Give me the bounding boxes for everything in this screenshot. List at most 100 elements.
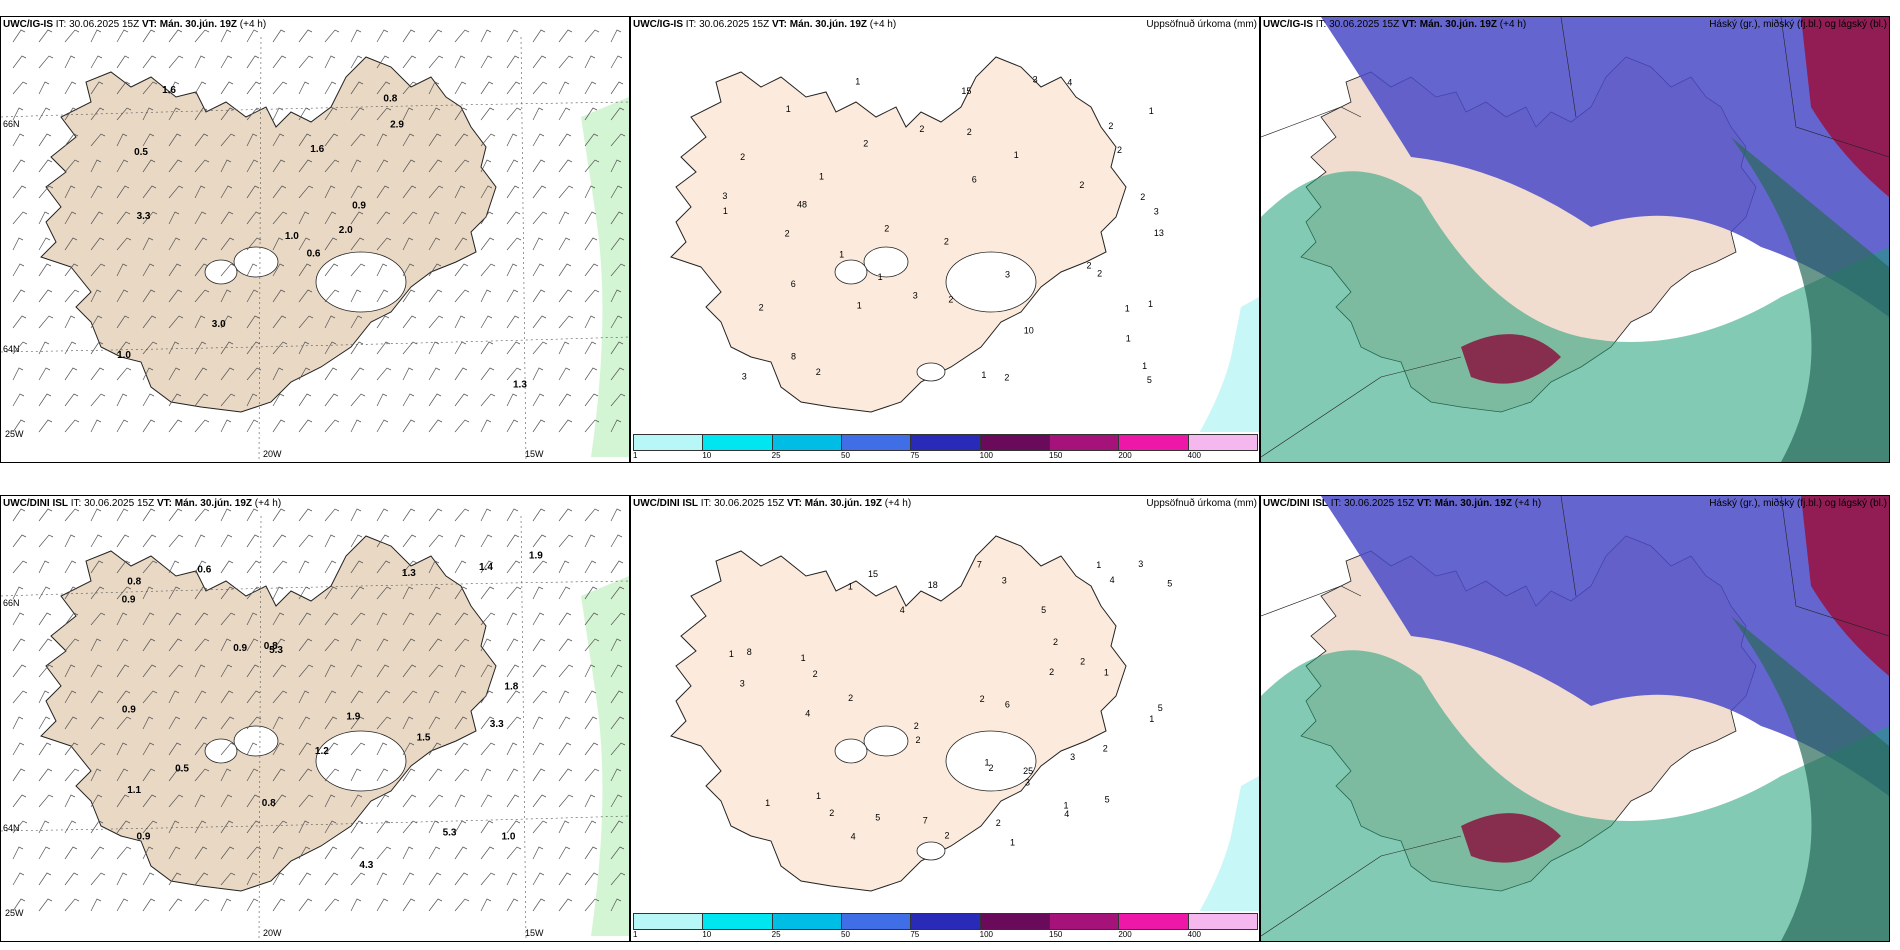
wind-barb — [64, 768, 80, 782]
wind-barb — [220, 315, 233, 329]
wind-barb — [506, 898, 519, 912]
wind-barb — [90, 586, 105, 600]
wind-barb — [194, 107, 208, 121]
wind-barb — [558, 263, 572, 277]
wind-barb — [12, 419, 26, 433]
wind-barb — [116, 263, 128, 277]
wind-barb — [506, 263, 518, 277]
wind-barb — [12, 716, 24, 730]
wind-barb — [610, 664, 623, 678]
wind-barb — [90, 289, 102, 303]
wind-barb — [168, 315, 184, 329]
wind-barb — [168, 534, 184, 548]
colorbar-swatch — [1049, 434, 1120, 451]
wind-barb — [272, 794, 287, 808]
accum-precip-label: 2 — [1108, 121, 1113, 131]
wind-barb — [142, 419, 156, 433]
wind-barb — [116, 315, 130, 329]
wind-barb — [246, 393, 258, 407]
wind-barb — [168, 107, 181, 121]
wind-barb — [428, 534, 444, 548]
accum-precip-label: 2 — [967, 127, 972, 137]
wind-barb — [220, 107, 235, 121]
colorbar-tick: 10 — [702, 930, 712, 939]
wind-barb — [38, 534, 54, 548]
wind-barb — [12, 133, 25, 147]
wind-barb — [324, 716, 338, 730]
precip-title: Uppsöfnuð úrkoma (mm) — [1146, 19, 1257, 30]
accum-precip-label: 2 — [884, 224, 889, 234]
wind-barb — [168, 419, 183, 433]
wind-barb — [376, 263, 388, 277]
wind-barb — [168, 237, 181, 251]
wind-barb — [506, 393, 518, 407]
colorbar-tick: 1 — [633, 451, 638, 460]
wind-barb — [142, 612, 155, 626]
wind-barb — [350, 586, 365, 600]
wind-barb — [12, 29, 26, 43]
wind-barb — [480, 29, 492, 43]
accum-precip-label: 4 — [805, 709, 810, 719]
wind-barb — [64, 55, 76, 69]
wind-barb — [64, 237, 78, 251]
wind-barb — [246, 586, 262, 600]
wind-barb — [246, 289, 259, 303]
lat-label: 64N — [3, 823, 20, 833]
wind-barb — [584, 133, 599, 147]
wind-barb — [64, 263, 79, 277]
wind-barb — [246, 133, 258, 147]
wind-barb — [90, 107, 105, 121]
accum-precip-label: 1 — [1104, 668, 1109, 678]
wind-barb — [220, 560, 234, 574]
wind-barb — [220, 690, 234, 704]
wind-barb — [116, 690, 131, 704]
wind-barb — [12, 612, 25, 626]
wind-barb — [194, 289, 210, 303]
wind-barb — [376, 586, 392, 600]
wind-barb — [142, 820, 158, 834]
accum-precip-label: 15 — [868, 569, 878, 579]
wind-barb — [64, 133, 79, 147]
wind-barb — [38, 716, 51, 730]
wind-barb — [610, 846, 625, 860]
wind-barb — [298, 185, 314, 199]
wind-barb — [454, 81, 467, 95]
wind-barb — [428, 898, 443, 912]
wind-barb — [142, 638, 156, 652]
wind-barb — [532, 393, 545, 407]
wind-barb — [142, 846, 154, 860]
wind-barb — [454, 419, 470, 433]
accum-precip-label: 2 — [848, 693, 853, 703]
accum-precip-label: 3 — [913, 290, 918, 300]
wind-barb — [506, 237, 522, 251]
wind-barb — [116, 638, 129, 652]
wind-barb — [558, 81, 570, 95]
colorbar-swatch — [910, 913, 981, 930]
wind-barb — [246, 81, 261, 95]
precip-value-label: 3.3 — [137, 211, 151, 222]
wind-barb — [324, 560, 337, 574]
precip-value-label: 0.6 — [197, 565, 211, 576]
accum-precip-label: 2 — [1053, 637, 1058, 647]
wind-barb — [376, 768, 389, 782]
wind-barb — [90, 534, 103, 548]
wind-barb — [272, 393, 285, 407]
accum-precip-label: 5 — [1105, 795, 1110, 805]
wind-barb — [532, 690, 548, 704]
wind-barb — [246, 664, 260, 678]
colorbar-swatch — [1049, 913, 1120, 930]
wind-barb — [90, 393, 106, 407]
wind-barb — [246, 794, 260, 808]
accum-precip-label: 2 — [996, 818, 1001, 828]
wind-barb — [324, 820, 337, 834]
wind-barb — [194, 612, 209, 626]
wind-barb — [376, 159, 389, 173]
lat-label: 66N — [3, 119, 20, 129]
wind-barb — [64, 29, 80, 43]
wind-barb — [194, 159, 210, 173]
precip-value-label: 1.9 — [346, 711, 360, 722]
wind-barb — [532, 341, 548, 355]
wind-barb — [90, 29, 102, 43]
wind-barb — [558, 237, 571, 251]
wind-barb — [38, 586, 51, 600]
